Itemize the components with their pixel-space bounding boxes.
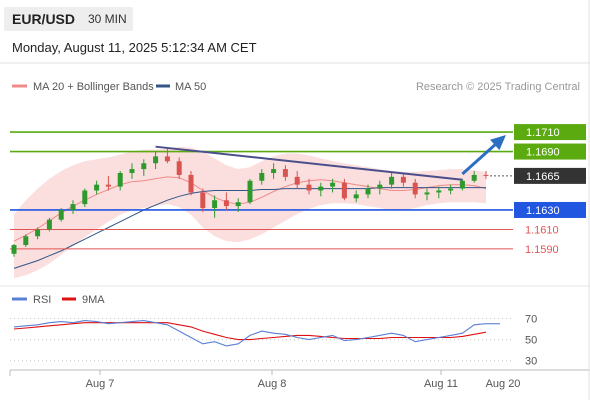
candle-body <box>235 202 241 207</box>
candle-body <box>448 188 454 191</box>
rsi-tick-label-50: 50 <box>525 335 537 347</box>
level-label-1-1690: 1.1690 <box>526 147 560 159</box>
forecast-arrow-head <box>490 134 506 151</box>
x-axis-label-2: Aug 11 <box>424 378 458 390</box>
candle-body <box>11 245 17 254</box>
candlesticks <box>11 147 489 257</box>
level-tag-1-1710 <box>514 124 586 141</box>
current-price-label: 1.1665 <box>526 171 560 183</box>
rsi-legend-label: RSI <box>33 294 51 306</box>
candle-body <box>223 200 229 207</box>
candle-body <box>306 184 312 191</box>
candle-body <box>164 156 170 162</box>
descending-trendline <box>155 145 463 181</box>
candle-body <box>105 184 111 187</box>
level-tag-1-1690 <box>514 143 586 160</box>
candle-body <box>318 186 324 191</box>
candle-body <box>471 174 477 181</box>
x-axis-label-1: Aug 8 <box>258 378 287 390</box>
rsi-legend: RSI 9MA <box>12 294 105 306</box>
rsi-tick-label-70: 70 <box>525 313 537 325</box>
candle-body <box>153 156 159 164</box>
candle-body <box>94 184 100 191</box>
bollinger-legend-label: MA 20 + Bollinger Bands <box>33 81 154 93</box>
x-axis-label-0: Aug 7 <box>86 378 115 390</box>
candle-body <box>247 180 253 203</box>
candle-body <box>23 236 29 246</box>
bollinger-band <box>14 146 486 279</box>
pair-label: EUR/USD <box>4 7 84 31</box>
rsi-panel: 70 50 30 <box>10 313 537 368</box>
candle-body <box>70 204 76 210</box>
candle-body <box>282 169 288 177</box>
trendline-group <box>155 134 506 181</box>
candle-body <box>400 176 406 183</box>
source-credit: Research © 2025 Trading Central <box>416 81 580 93</box>
candle-body <box>212 200 218 209</box>
candle-body <box>271 169 277 173</box>
candle-body <box>82 190 88 205</box>
candle-body <box>330 182 336 187</box>
candle-body <box>58 209 64 220</box>
candle-body <box>129 169 135 173</box>
rsi-tick-label-30: 30 <box>525 356 537 368</box>
x-axis: Aug 7 Aug 8 Aug 11 Aug 20 <box>86 370 521 390</box>
timestamp: Monday, August 11, 2025 5:12:34 AM CET <box>12 40 257 55</box>
price-levels: 1.1710 1.1690 1.1665 1.1630 1.1610 1.1590 <box>10 124 586 256</box>
candle-body <box>424 192 430 195</box>
ma50-legend-label: MA 50 <box>175 81 206 93</box>
candle-body <box>35 229 41 237</box>
candle-body <box>365 188 371 195</box>
level-label-1-1590: 1.1590 <box>525 244 559 256</box>
rsi-ma-line <box>13 322 487 341</box>
candle-body <box>389 176 395 185</box>
candle-body <box>46 219 52 230</box>
timeframe-label[interactable]: 30 MIN <box>82 7 133 31</box>
level-label-1-1630: 1.1630 <box>526 205 560 217</box>
candle-body <box>294 176 300 185</box>
level-tag-1-1630 <box>514 201 586 218</box>
candle-body <box>176 161 182 175</box>
candle-body <box>436 190 442 193</box>
candle-body <box>353 194 359 199</box>
candle-body <box>259 172 265 181</box>
chart-legend: MA 20 + Bollinger Bands MA 50 Research ©… <box>12 81 580 93</box>
candle-body <box>377 184 383 189</box>
candle-body <box>412 182 418 195</box>
candle-body <box>459 180 465 189</box>
candle-body <box>141 163 147 170</box>
rsi-line <box>13 320 487 347</box>
candle-body <box>483 174 489 176</box>
bollinger-band-fill <box>14 146 486 279</box>
candle-body <box>117 172 123 187</box>
level-label-1-1610: 1.1610 <box>525 224 559 236</box>
current-price-tag <box>514 167 586 184</box>
candle-body <box>188 174 194 193</box>
level-label-1-1710: 1.1710 <box>526 127 560 139</box>
rsi-ma-legend-label: 9MA <box>82 294 105 306</box>
candle-body <box>200 192 206 209</box>
candle-body <box>341 182 347 199</box>
x-axis-label-3: Aug 20 <box>486 378 521 390</box>
